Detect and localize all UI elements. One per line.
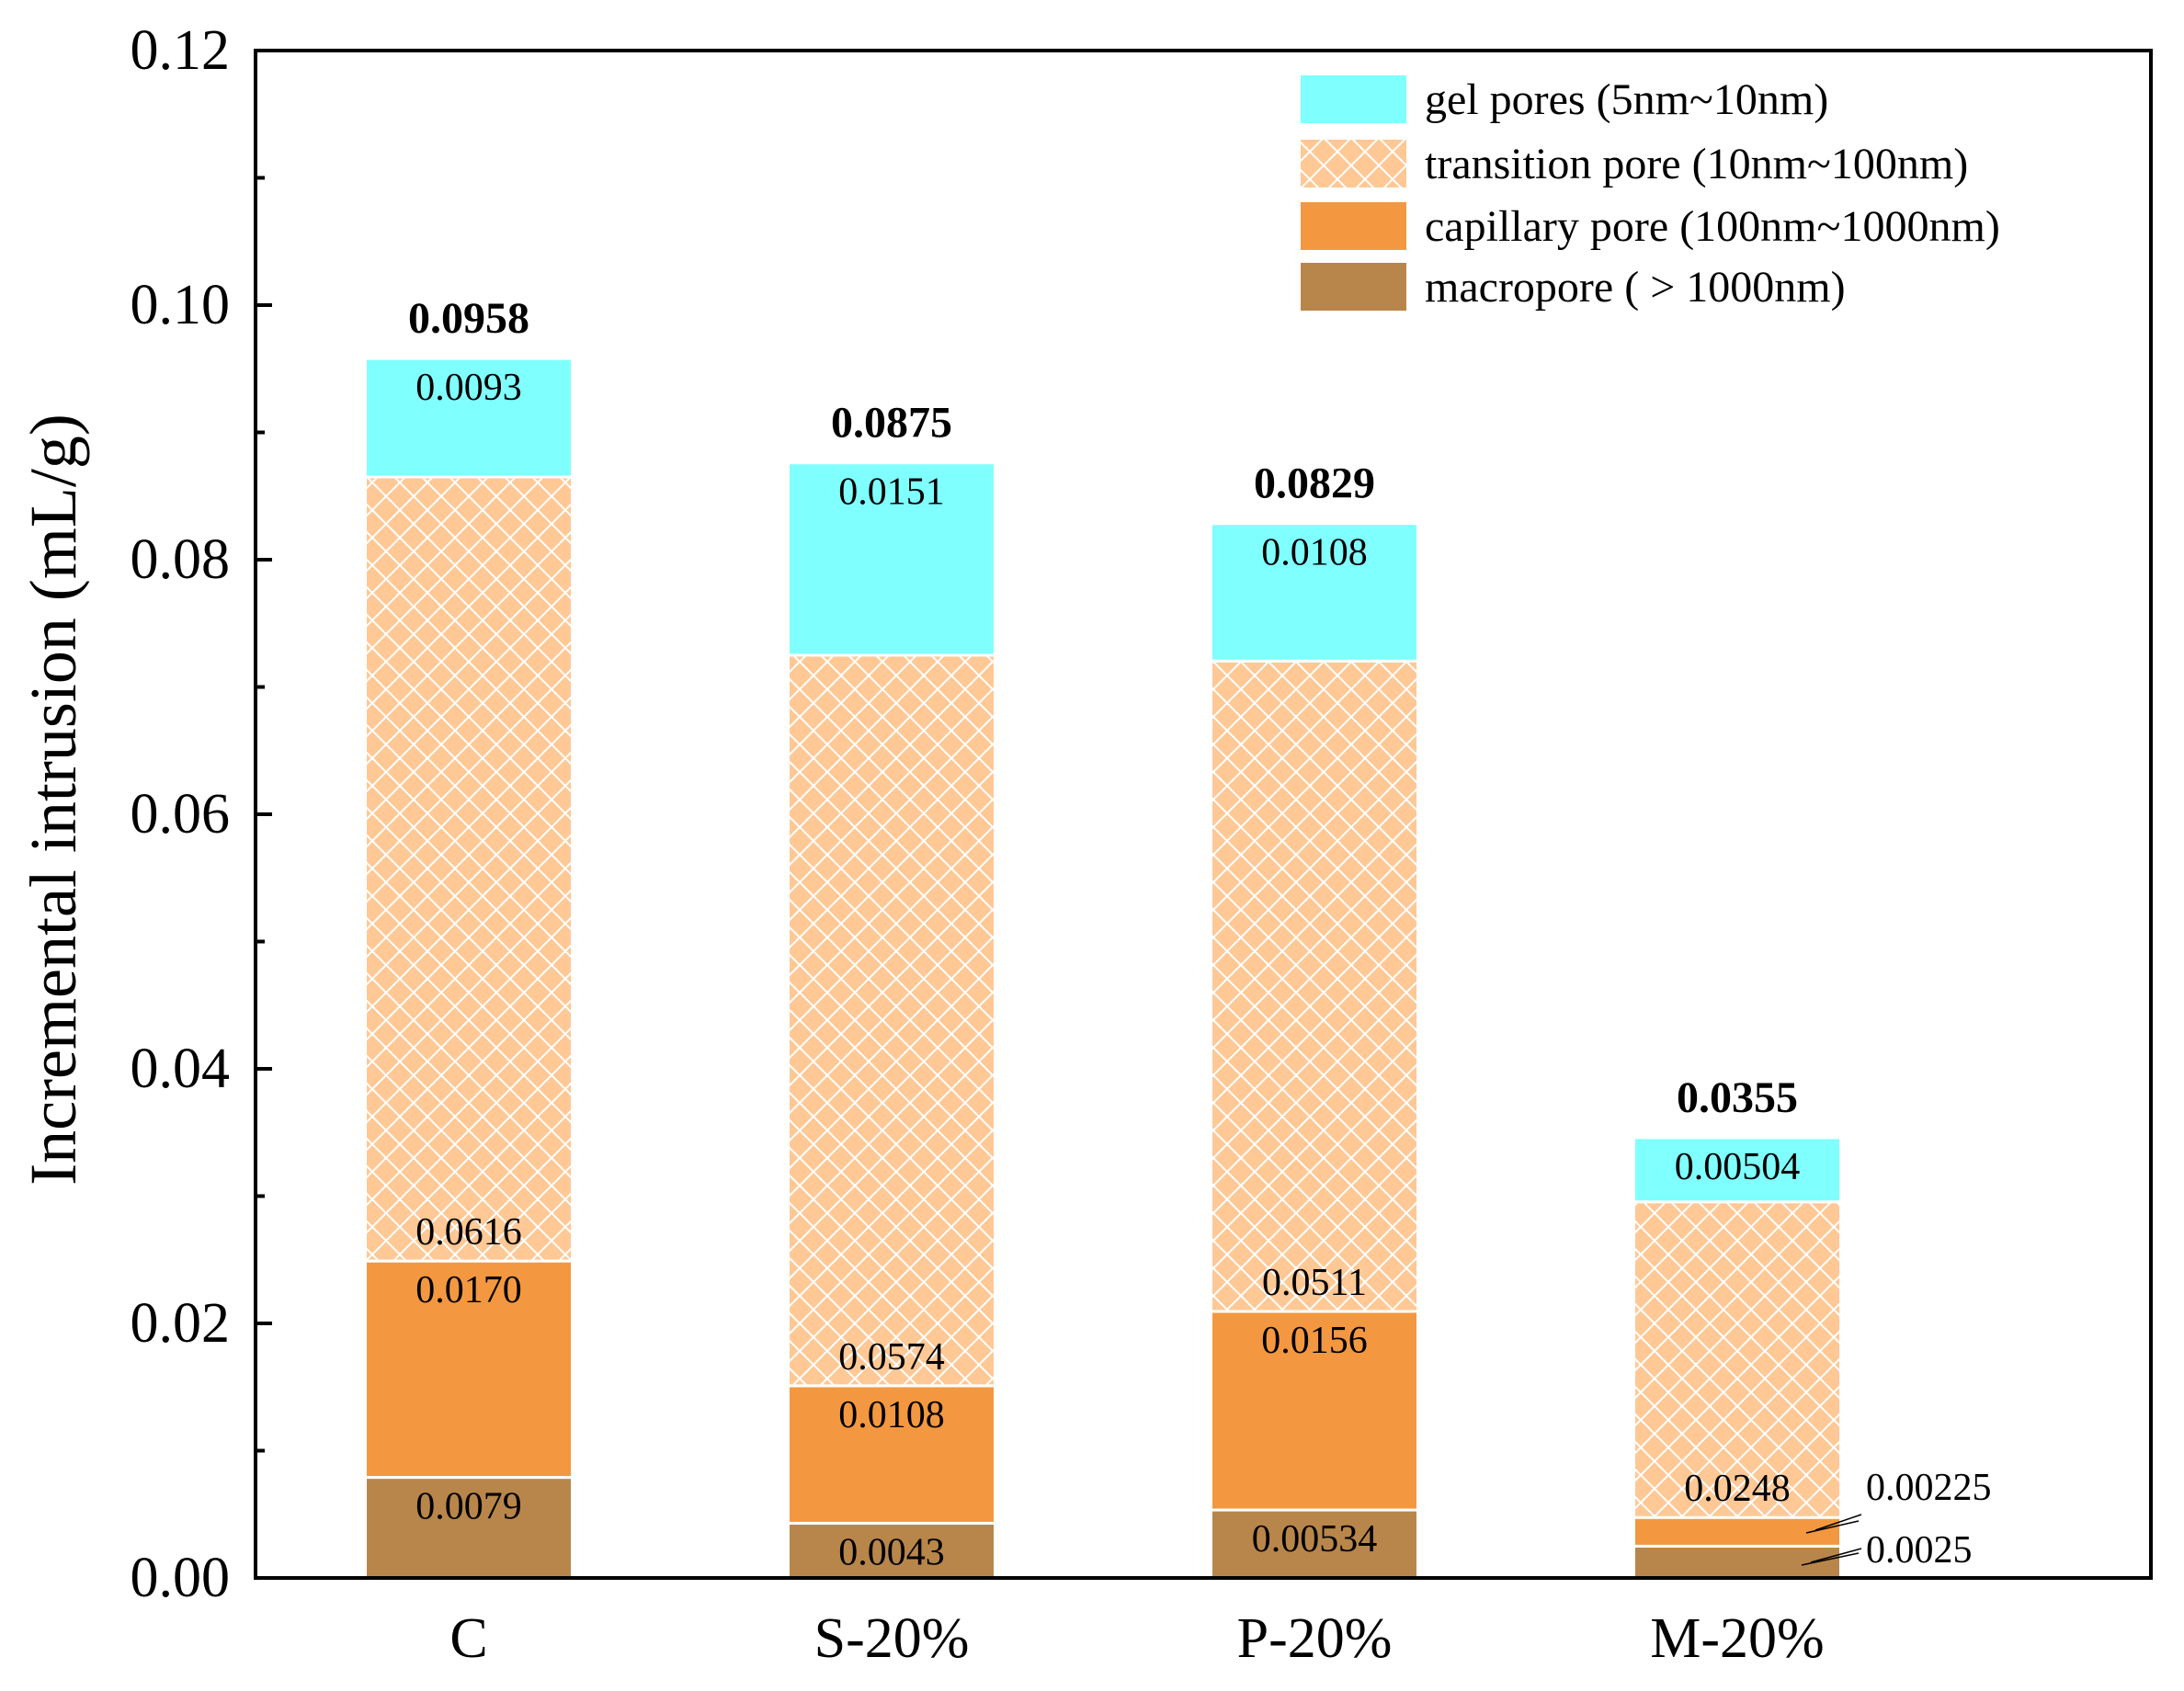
bar-segment [1210,522,1419,663]
bar-segment [787,1521,996,1580]
bar-segment [1632,1515,1842,1548]
bar-segment-label: 0.0043 [838,1531,945,1573]
bar-segment-label: 0.0025 [1866,1529,1973,1572]
bar-segment [1632,1544,1842,1580]
bar-total-label: 0.0875 [831,399,952,448]
bar-segment-label: 0.00504 [1675,1146,1801,1188]
bar-segment-label: 0.0248 [1684,1468,1791,1510]
bar-total-label: 0.0958 [408,294,529,343]
bar-segment-label: 0.00225 [1866,1467,1992,1509]
bar-segment [1210,659,1419,1313]
bar-segment-label: 0.0079 [415,1486,522,1528]
bar-segment [787,461,996,657]
axes-group: C S-20% P-20% M-20% 0.00 0.02 0.04 0.06 0.08 0.10… [131,19,2153,1670]
bar-segment [787,653,996,1388]
bar-segment-label: 0.0156 [1261,1320,1368,1362]
bar-segment [364,1259,574,1480]
bar-segment [364,357,574,479]
bar-segment [1632,1200,1842,1519]
y-tick-label: 0.08 [131,528,231,591]
y-tick-label: 0.10 [131,274,231,336]
bar-segment-label: 0.00534 [1252,1518,1378,1560]
legend-swatch [1301,202,1406,250]
legend-label: transition pore (10nm~100nm) [1425,140,1968,188]
y-tick-label: 0.04 [131,1038,231,1100]
leader-line [1810,1548,1862,1563]
y-axis-title: Incremental intrusion (mL/g) [17,414,90,1186]
bar-total-label: 0.0355 [1677,1073,1798,1122]
y-tick-label: 0.00 [131,1547,231,1609]
bar-segment [1210,1310,1419,1512]
bar-segment [1632,1136,1842,1204]
y-tick-label: 0.02 [131,1292,231,1355]
bar-segment-label: 0.0170 [415,1269,522,1311]
x-tick-label: C [449,1607,487,1670]
legend-label: macropore ( > 1000nm) [1425,263,1846,312]
bar-segment [364,1476,574,1580]
bar-segment [364,475,574,1263]
legend-swatch [1301,140,1406,187]
legend-label: capillary pore (100nm~1000nm) [1425,202,2000,251]
y-tick-label: 0.12 [131,19,231,82]
legend-swatch [1301,75,1406,123]
x-tick-label: P-20% [1237,1607,1393,1670]
legend: gel pores (5nm~10nm) transition pore (10n… [1301,75,2000,312]
bar-segment [787,1384,996,1525]
x-tick-label: S-20% [814,1607,970,1670]
leader-line [1814,1514,1862,1531]
bar-segment-label: 0.0511 [1262,1262,1367,1304]
bar-segment-label: 0.0616 [415,1211,522,1254]
leader-line [1805,1520,1860,1534]
leader-line [1801,1552,1860,1566]
legend-label: gel pores (5nm~10nm) [1425,75,1828,124]
bar-segment-label: 0.0574 [838,1336,945,1379]
bars-group: 0.0958 0.0079 0.0170 0.0616 0.0093 0.0875 0.00… [364,294,1992,1580]
legend-swatch [1301,263,1406,311]
x-tick-label: M-20% [1650,1607,1824,1670]
bar-segment-label: 0.0151 [838,471,945,514]
bar-total-label: 0.0829 [1254,460,1375,508]
bar-segment-label: 0.0093 [415,367,522,409]
y-tick-label: 0.06 [131,783,231,846]
bar-segment-label: 0.0108 [1261,532,1368,574]
bar-segment-label: 0.0108 [838,1394,945,1436]
